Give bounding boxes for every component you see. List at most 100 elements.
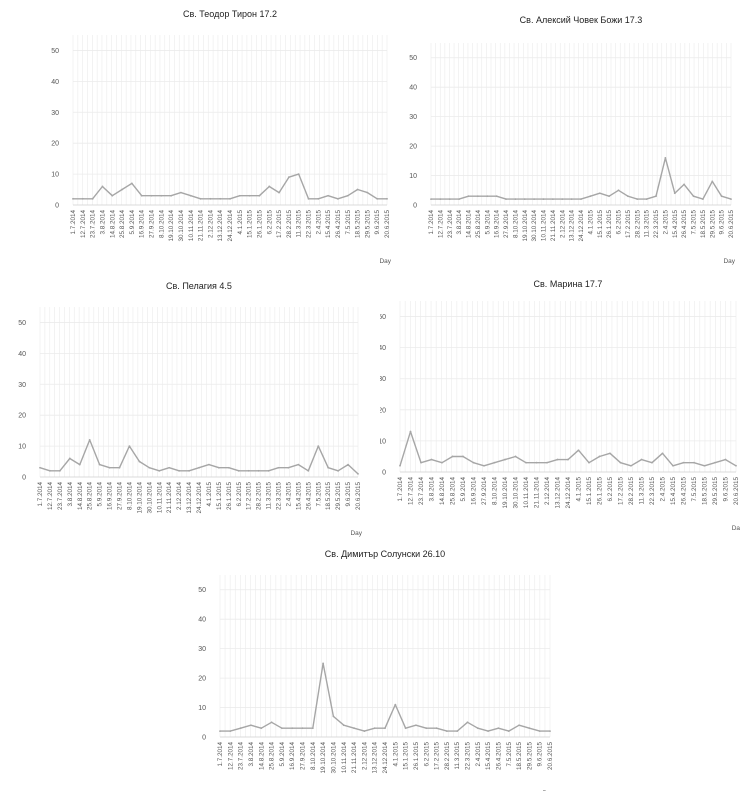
x-tick-label: 10.11.2014: [188, 210, 195, 242]
x-tick-label: 15.1.2015: [403, 742, 410, 771]
data-point: [505, 198, 507, 201]
data-point: [546, 461, 548, 464]
data-point: [425, 727, 428, 730]
x-tick-label: 29.5.2015: [364, 210, 371, 239]
x-tick-label: 17.2.2015: [434, 742, 441, 771]
data-point: [535, 461, 538, 464]
x-tick-label: 15.4.2015: [325, 210, 332, 239]
data-point: [291, 727, 294, 730]
data-point: [267, 469, 270, 472]
data-point: [467, 195, 470, 198]
y-tick-label: 30: [409, 114, 417, 121]
x-tick-label: 9.6.2015: [719, 210, 726, 235]
data-point: [248, 194, 251, 197]
x-tick-label: 15.4.2015: [670, 477, 677, 506]
data-point: [724, 458, 727, 461]
data-point: [363, 730, 366, 733]
x-tick-label: 4.1.2015: [587, 210, 594, 235]
data-point: [487, 730, 490, 733]
data-point: [619, 461, 622, 464]
x-tick-label: 3.8.2014: [99, 210, 106, 235]
data-point: [451, 455, 454, 458]
y-tick-label: 30: [380, 376, 386, 383]
x-tick-label: 22.3.2015: [653, 210, 660, 239]
data-point: [188, 469, 190, 472]
x-tick-label: 20.6.2015: [547, 742, 554, 771]
data-point: [270, 721, 273, 724]
x-tick-label: 13.12.2014: [217, 210, 224, 242]
y-tick-label: 0: [55, 203, 59, 210]
x-tick-label: 20.6.2015: [733, 477, 740, 506]
x-tick-label: 7.5.2015: [506, 742, 513, 767]
data-point: [504, 458, 506, 461]
x-tick-label: 12.7.2014: [408, 477, 415, 506]
data-point: [250, 724, 252, 727]
x-tick-label: 5.9.2014: [129, 210, 136, 235]
data-point: [287, 176, 290, 179]
data-point: [523, 198, 526, 201]
x-tick-label: 23.7.2014: [418, 477, 425, 506]
data-point: [307, 469, 310, 472]
data-point: [577, 449, 580, 452]
x-axis-label: Day: [723, 258, 735, 265]
x-tick-label: 9.6.2015: [537, 742, 544, 767]
data-point: [72, 197, 74, 200]
x-tick-label: 2.4.2015: [662, 210, 669, 235]
x-tick-label: 11.3.2015: [644, 210, 651, 238]
x-tick-label: 23.7.2014: [90, 210, 97, 239]
y-tick-label: 50: [198, 587, 206, 594]
data-point: [158, 469, 161, 472]
x-tick-label: 6.2.2015: [266, 210, 273, 235]
x-tick-label: 19.10.2014: [522, 210, 529, 242]
data-point: [189, 194, 192, 197]
data-point: [609, 452, 611, 455]
x-tick-label: 6.2.2015: [607, 477, 614, 502]
x-tick-label: 26.1.2015: [413, 742, 420, 771]
chart-title: Св. Димитър Солунски 26.10: [325, 549, 445, 559]
x-tick-label: 2.4.2015: [315, 210, 322, 235]
data-point: [346, 194, 349, 197]
x-tick-label: 2.12.2014: [544, 477, 551, 506]
data-point: [373, 727, 376, 730]
y-tick-label: 50: [18, 320, 26, 327]
y-tick-label: 20: [409, 144, 417, 151]
data-point: [394, 703, 397, 706]
series-line: [220, 662, 550, 732]
x-tick-label: 22.3.2015: [465, 742, 472, 771]
data-point: [91, 197, 94, 200]
data-point: [514, 198, 517, 201]
data-point: [435, 727, 438, 730]
x-tick-label: 21.11.2014: [534, 477, 541, 509]
y-tick-label: 50: [409, 55, 417, 62]
x-tick-label: 24.12.2014: [196, 482, 203, 514]
x-tick-label: 7.5.2015: [315, 482, 322, 507]
x-tick-label: 28.2.2015: [256, 482, 263, 511]
data-point: [287, 466, 290, 469]
data-point: [448, 198, 451, 201]
data-point: [337, 469, 340, 472]
data-point: [108, 466, 111, 469]
x-tick-label: 24.12.2014: [565, 477, 572, 509]
data-point: [278, 191, 280, 194]
data-point: [542, 198, 545, 201]
data-point: [317, 445, 320, 447]
data-point: [307, 197, 310, 200]
x-tick-label: 26.4.2015: [495, 742, 502, 771]
x-tick-label: 3.8.2014: [67, 482, 74, 507]
data-point: [458, 198, 461, 201]
data-point: [693, 461, 695, 464]
x-tick-label: 17.2.2015: [625, 210, 632, 239]
data-point: [301, 727, 304, 730]
data-point: [227, 466, 230, 469]
data-point: [551, 198, 554, 201]
x-tick-label: 15.1.2015: [216, 482, 223, 511]
x-tick-label: 16.9.2014: [139, 210, 146, 239]
data-point: [128, 445, 131, 447]
y-tick-label: 0: [382, 470, 386, 477]
chart-title: Св. Пелагия 4.5: [166, 281, 232, 291]
data-point: [347, 463, 349, 466]
data-point: [683, 183, 686, 186]
x-tick-label: 11.3.2015: [639, 477, 646, 505]
chart-panel-2: Св. Алексий Човек Божи 17.3 0 10 20 30 40 50 1.…: [405, 10, 745, 268]
y-tick-label: 20: [380, 407, 386, 414]
